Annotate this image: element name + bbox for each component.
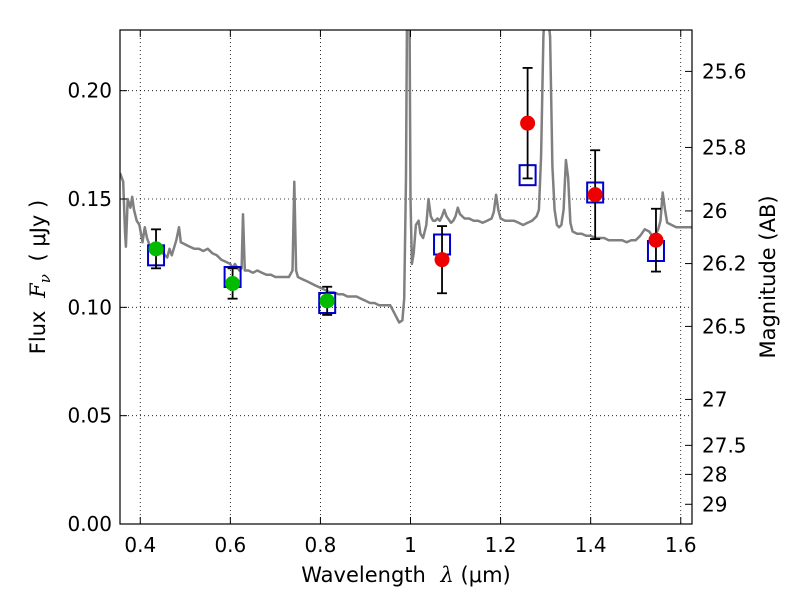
y-tick-label: 0.00: [67, 512, 112, 536]
optical-photometry-point: [319, 293, 335, 309]
x-tick-label: 1.6: [665, 533, 697, 557]
y-axis-label-symbol: F: [26, 282, 50, 299]
y-tick-label: 0.05: [67, 404, 112, 428]
y-axis-label-unit: ( μJy ): [26, 200, 50, 262]
template-spectrum-line: [120, 30, 692, 324]
y-tick-label: 0.15: [67, 187, 112, 211]
y2-tick-label: 26.5: [702, 314, 747, 338]
nir-photometry-point: [434, 252, 450, 268]
x-tick-label: 0.4: [124, 533, 156, 557]
x-tick-label: 1.4: [575, 533, 607, 557]
x-axis-label-prefix: Wavelength: [301, 563, 426, 587]
y2-tick-label: 26: [702, 199, 727, 223]
x-axis-label: Wavelength λ (μm): [301, 563, 510, 587]
x-tick-label: 0.8: [305, 533, 337, 557]
optical-photometry-point: [225, 276, 241, 291]
y2-tick-label: 26.2: [702, 252, 747, 276]
optical-photometry-point: [148, 241, 164, 257]
y2-tick-label: 27.5: [702, 433, 747, 457]
y2-tick-label: 25.6: [702, 59, 747, 83]
nir-photometry-point: [587, 187, 603, 203]
x-tick-label: 1.2: [485, 533, 517, 557]
x-axis-label-unit: (μm): [461, 563, 511, 587]
x-axis-label-symbol: λ: [440, 563, 454, 587]
plot-area: [120, 30, 692, 324]
ticks: 0.4 0.6 0.8 1 1.2 1.4 1.6 0.00 0.05 0.10 0.15 0.20 2…: [67, 30, 747, 557]
y2-tick-label: 25.8: [702, 135, 747, 159]
y2-axis-label: Magnitude (AB): [756, 195, 780, 358]
x-tick-label: 0.6: [214, 533, 246, 557]
nir-photometry-point: [648, 232, 664, 248]
y-axis-label: Flux Fν ( μJy ): [26, 200, 55, 354]
y-axis-label-prefix: Flux: [26, 311, 50, 355]
y-tick-label: 0.20: [67, 79, 112, 103]
y2-tick-label: 29: [702, 492, 727, 516]
y2-tick-label: 27: [702, 387, 727, 411]
x-tick-label: 1: [404, 533, 417, 557]
plot-frame: [119, 29, 693, 525]
y-axis-label-subscript: ν: [36, 274, 54, 283]
nir-photometry-point: [520, 115, 536, 131]
y2-tick-label: 28: [702, 462, 727, 486]
y-tick-label: 0.10: [67, 295, 112, 319]
